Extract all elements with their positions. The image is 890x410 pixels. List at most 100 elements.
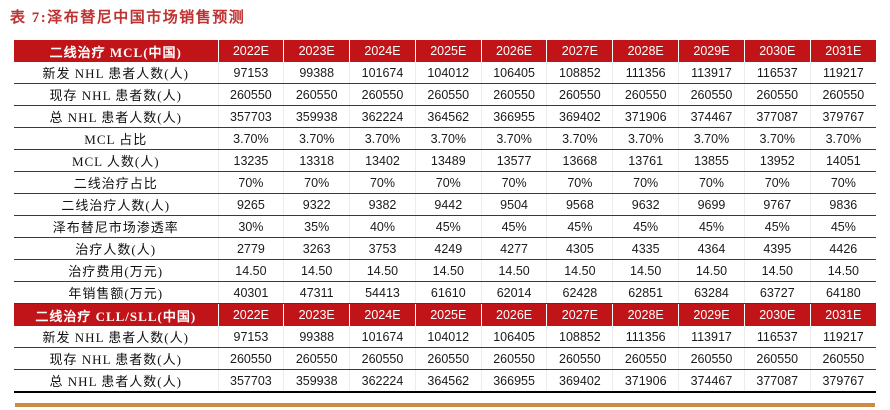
- value-cell: 260550: [217, 347, 284, 370]
- value-cell: 9265: [217, 193, 284, 216]
- value-cell: 62428: [546, 281, 613, 304]
- value-cell: 108852: [546, 62, 613, 84]
- value-cell: 99388: [283, 62, 350, 84]
- value-cell: 260550: [349, 83, 416, 106]
- value-cell: 9442: [414, 193, 482, 216]
- value-cell: 364562: [414, 369, 482, 393]
- value-cell: 4277: [480, 237, 547, 260]
- value-cell: 260550: [217, 83, 284, 106]
- value-cell: 104012: [414, 326, 482, 348]
- value-cell: 377087: [743, 105, 811, 128]
- value-cell: 70%: [480, 171, 547, 194]
- row-label: 年销售额(万元): [14, 281, 218, 304]
- value-cell: 260550: [414, 347, 482, 370]
- value-cell: 14.50: [809, 259, 876, 282]
- value-cell: 14.50: [217, 259, 284, 282]
- forecast-table: 二线治疗 MCL(中国) 2022E 2023E 2024E 2025E 2026E 202…: [14, 40, 876, 393]
- value-cell: 13855: [678, 149, 745, 172]
- section-header-row: 二线治疗 MCL(中国) 2022E 2023E 2024E 2025E 2026E 202…: [14, 40, 876, 62]
- value-cell: 14.50: [283, 259, 350, 282]
- value-cell: 70%: [217, 171, 284, 194]
- value-cell: 13489: [414, 149, 482, 172]
- value-cell: 40301: [217, 281, 284, 304]
- value-cell: 14.50: [678, 259, 745, 282]
- row-label: MCL 占比: [14, 127, 218, 150]
- value-cell: 70%: [678, 171, 745, 194]
- value-cell: 3.70%: [283, 127, 350, 150]
- section-header-row: 二线治疗 CLL/SLL(中国) 2022E 2023E 2024E 2025E 2026…: [14, 303, 876, 326]
- value-cell: 70%: [612, 171, 679, 194]
- value-cell: 2779: [217, 237, 284, 260]
- value-cell: 4305: [546, 237, 613, 260]
- value-cell: 13577: [480, 149, 547, 172]
- value-cell: 3.70%: [743, 127, 811, 150]
- value-cell: 260550: [283, 83, 350, 106]
- year-header-cell: 2030E: [743, 40, 811, 62]
- value-cell: 379767: [809, 369, 876, 393]
- value-cell: 40%: [349, 215, 416, 238]
- value-cell: 45%: [546, 215, 613, 238]
- value-cell: 119217: [809, 326, 876, 348]
- table-row: MCL 人数(人) 13235 13318 13402 13489 13577 13668 1…: [14, 149, 876, 172]
- value-cell: 366955: [480, 105, 547, 128]
- year-header-cell: 2026E: [480, 40, 547, 62]
- table-row: 治疗人数(人) 2779 3263 3753 4249 4277 4305 4335 4364 4…: [14, 237, 876, 260]
- value-cell: 119217: [809, 62, 876, 84]
- value-cell: 63284: [678, 281, 745, 304]
- value-cell: 101674: [349, 326, 416, 348]
- table-row: 新发 NHL 患者人数(人) 97153 99388 101674 104012 1064…: [14, 326, 876, 348]
- value-cell: 3.70%: [678, 127, 745, 150]
- value-cell: 70%: [809, 171, 876, 194]
- value-cell: 4364: [678, 237, 745, 260]
- forecast-table-wrap: 二线治疗 MCL(中国) 2022E 2023E 2024E 2025E 2026E 202…: [14, 40, 876, 393]
- year-header-cell: 2023E: [283, 303, 350, 326]
- value-cell: 4426: [809, 237, 876, 260]
- value-cell: 113917: [678, 326, 745, 348]
- value-cell: 4395: [743, 237, 811, 260]
- value-cell: 357703: [217, 105, 284, 128]
- value-cell: 9504: [480, 193, 547, 216]
- value-cell: 106405: [480, 326, 547, 348]
- value-cell: 45%: [678, 215, 745, 238]
- value-cell: 9382: [349, 193, 416, 216]
- value-cell: 260550: [678, 347, 745, 370]
- value-cell: 3.70%: [480, 127, 547, 150]
- value-cell: 364562: [414, 105, 482, 128]
- value-cell: 260550: [743, 83, 811, 106]
- table-row: 总 NHL 患者人数(人) 357703 359938 362224 364562 366…: [14, 369, 876, 393]
- value-cell: 14051: [809, 149, 876, 172]
- year-header-cell: 2031E: [809, 303, 876, 326]
- value-cell: 9836: [809, 193, 876, 216]
- value-cell: 9767: [743, 193, 811, 216]
- year-header-cell: 2027E: [546, 40, 613, 62]
- value-cell: 101674: [349, 62, 416, 84]
- table-row: 新发 NHL 患者人数(人) 97153 99388 101674 104012 1064…: [14, 62, 876, 84]
- value-cell: 106405: [480, 62, 547, 84]
- table-title: 表 7:泽布替尼中国市场销售预测: [10, 10, 246, 26]
- value-cell: 13235: [217, 149, 284, 172]
- year-header-cell: 2024E: [349, 303, 416, 326]
- value-cell: 359938: [283, 105, 350, 128]
- value-cell: 113917: [678, 62, 745, 84]
- value-cell: 63727: [743, 281, 811, 304]
- value-cell: 374467: [678, 369, 745, 393]
- row-label: 新发 NHL 患者人数(人): [14, 62, 218, 84]
- value-cell: 45%: [743, 215, 811, 238]
- row-label: 泽布替尼市场渗透率: [14, 215, 218, 238]
- value-cell: 97153: [217, 62, 284, 84]
- value-cell: 70%: [349, 171, 416, 194]
- value-cell: 3.70%: [414, 127, 482, 150]
- value-cell: 3.70%: [612, 127, 679, 150]
- value-cell: 260550: [612, 83, 679, 106]
- year-header-cell: 2030E: [743, 303, 811, 326]
- row-label: 现存 NHL 患者数(人): [14, 83, 218, 106]
- value-cell: 4335: [612, 237, 679, 260]
- value-cell: 362224: [349, 105, 416, 128]
- table-row: 现存 NHL 患者数(人) 260550 260550 260550 260550 260…: [14, 347, 876, 370]
- row-label: 治疗人数(人): [14, 237, 218, 260]
- value-cell: 62014: [480, 281, 547, 304]
- row-label: 新发 NHL 患者人数(人): [14, 326, 218, 348]
- value-cell: 116537: [743, 62, 811, 84]
- row-label: 二线治疗人数(人): [14, 193, 218, 216]
- value-cell: 45%: [612, 215, 679, 238]
